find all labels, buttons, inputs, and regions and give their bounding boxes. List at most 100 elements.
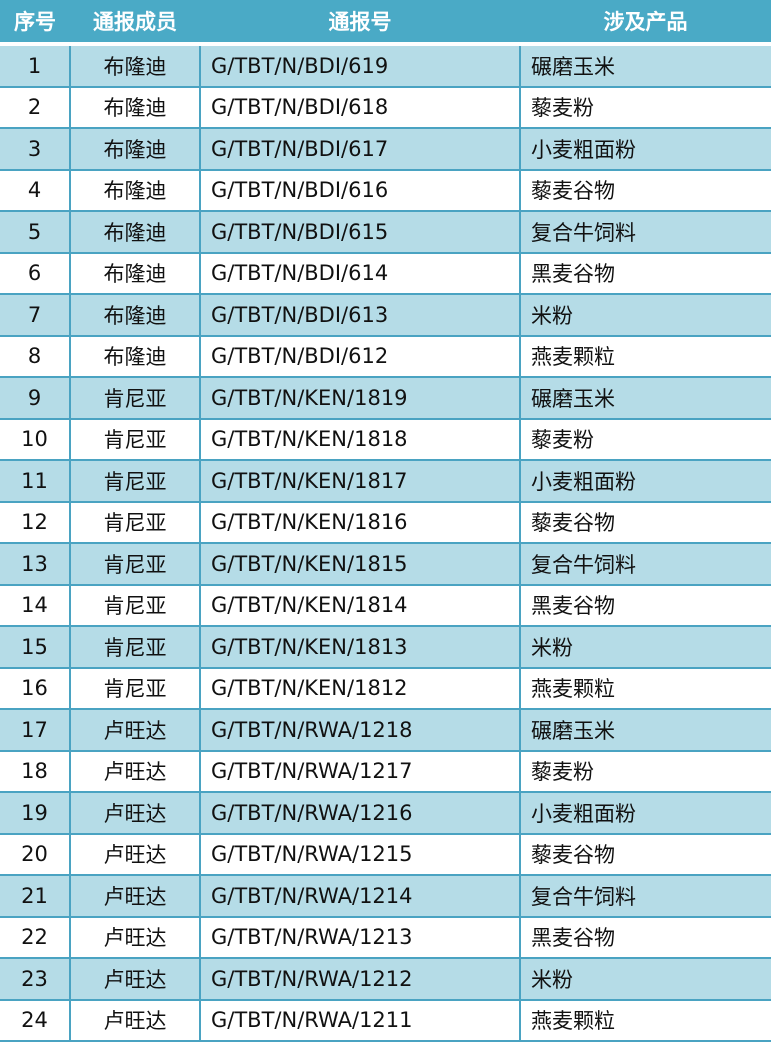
table-row: 2 布隆迪 G/TBT/N/BDI/618 藜麦粉 [0,86,771,129]
index-cell: 17 [0,709,71,752]
member-cell: 卢旺达 [69,999,201,1042]
table-row: 16 肯尼亚 G/TBT/N/KEN/1812 燕麦颗粒 [0,667,771,710]
member-cell: 肯尼亚 [69,418,201,461]
index-cell: 21 [0,875,71,918]
member-cell: 卢旺达 [69,875,201,918]
member-cell: 布隆迪 [69,169,201,212]
product-cell: 复合牛饲料 [519,875,771,918]
index-cell: 6 [0,252,71,295]
member-cell: 肯尼亚 [69,626,201,669]
member-cell: 布隆迪 [69,252,201,295]
notification-number-cell: G/TBT/N/RWA/1214 [199,875,521,918]
header-row: 序号 通报成员 通报号 涉及产品 [0,0,771,46]
table-row: 5 布隆迪 G/TBT/N/BDI/615 复合牛饲料 [0,211,771,254]
index-cell: 13 [0,543,71,586]
notification-number-cell: G/TBT/N/BDI/618 [199,86,521,129]
notification-number-cell: G/TBT/N/RWA/1217 [199,750,521,793]
product-cell: 碾磨玉米 [519,709,771,752]
product-cell: 黑麦谷物 [519,584,771,627]
product-cell: 米粉 [519,626,771,669]
member-cell: 肯尼亚 [69,377,201,420]
index-cell: 14 [0,584,71,627]
index-cell: 2 [0,86,71,129]
notification-number-cell: G/TBT/N/RWA/1213 [199,916,521,959]
product-cell: 米粉 [519,294,771,337]
header-product: 涉及产品 [520,0,771,46]
table-row: 14 肯尼亚 G/TBT/N/KEN/1814 黑麦谷物 [0,584,771,627]
product-cell: 藜麦谷物 [519,501,771,544]
table-row: 9 肯尼亚 G/TBT/N/KEN/1819 碾磨玉米 [0,377,771,420]
notification-number-cell: G/TBT/N/KEN/1815 [199,543,521,586]
index-cell: 23 [0,958,71,1001]
product-cell: 碾磨玉米 [519,44,771,88]
member-cell: 卢旺达 [69,709,201,752]
member-cell: 卢旺达 [69,916,201,959]
table-row: 10 肯尼亚 G/TBT/N/KEN/1818 藜麦粉 [0,418,771,461]
member-cell: 布隆迪 [69,128,201,171]
header-member: 通报成员 [70,0,200,46]
notification-number-cell: G/TBT/N/KEN/1812 [199,667,521,710]
product-cell: 藜麦谷物 [519,169,771,212]
notification-number-cell: G/TBT/N/BDI/615 [199,211,521,254]
member-cell: 布隆迪 [69,86,201,129]
notification-number-cell: G/TBT/N/RWA/1215 [199,833,521,876]
product-cell: 黑麦谷物 [519,252,771,295]
member-cell: 肯尼亚 [69,667,201,710]
notification-number-cell: G/TBT/N/BDI/612 [199,335,521,378]
product-cell: 藜麦粉 [519,750,771,793]
index-cell: 8 [0,335,71,378]
notification-number-cell: G/TBT/N/RWA/1212 [199,958,521,1001]
index-cell: 12 [0,501,71,544]
product-cell: 黑麦谷物 [519,916,771,959]
table-row: 12 肯尼亚 G/TBT/N/KEN/1816 藜麦谷物 [0,501,771,544]
member-cell: 卢旺达 [69,958,201,1001]
member-cell: 卢旺达 [69,750,201,793]
product-cell: 小麦粗面粉 [519,128,771,171]
table-row: 1 布隆迪 G/TBT/N/BDI/619 碾磨玉米 [0,44,771,88]
table-row: 4 布隆迪 G/TBT/N/BDI/616 藜麦谷物 [0,169,771,212]
notification-number-cell: G/TBT/N/KEN/1814 [199,584,521,627]
index-cell: 9 [0,377,71,420]
member-cell: 布隆迪 [69,211,201,254]
table-row: 20 卢旺达 G/TBT/N/RWA/1215 藜麦谷物 [0,833,771,876]
index-cell: 16 [0,667,71,710]
product-cell: 米粉 [519,958,771,1001]
member-cell: 肯尼亚 [69,584,201,627]
table-row: 23 卢旺达 G/TBT/N/RWA/1212 米粉 [0,958,771,1001]
product-cell: 碾磨玉米 [519,377,771,420]
product-cell: 藜麦粉 [519,86,771,129]
product-cell: 燕麦颗粒 [519,999,771,1042]
member-cell: 布隆迪 [69,44,201,88]
header-notification-number: 通报号 [200,0,520,46]
notification-number-cell: G/TBT/N/BDI/617 [199,128,521,171]
table-row: 11 肯尼亚 G/TBT/N/KEN/1817 小麦粗面粉 [0,460,771,503]
notification-number-cell: G/TBT/N/RWA/1211 [199,999,521,1042]
member-cell: 肯尼亚 [69,460,201,503]
member-cell: 肯尼亚 [69,501,201,544]
table-row: 18 卢旺达 G/TBT/N/RWA/1217 藜麦粉 [0,750,771,793]
header-index: 序号 [0,0,70,46]
member-cell: 布隆迪 [69,335,201,378]
product-cell: 复合牛饲料 [519,211,771,254]
product-cell: 小麦粗面粉 [519,460,771,503]
index-cell: 7 [0,294,71,337]
index-cell: 10 [0,418,71,461]
product-cell: 复合牛饲料 [519,543,771,586]
notification-number-cell: G/TBT/N/KEN/1819 [199,377,521,420]
table-row: 21 卢旺达 G/TBT/N/RWA/1214 复合牛饲料 [0,875,771,918]
product-cell: 燕麦颗粒 [519,667,771,710]
notification-number-cell: G/TBT/N/BDI/616 [199,169,521,212]
notification-number-cell: G/TBT/N/KEN/1818 [199,418,521,461]
index-cell: 5 [0,211,71,254]
member-cell: 肯尼亚 [69,543,201,586]
index-cell: 15 [0,626,71,669]
table-row: 8 布隆迪 G/TBT/N/BDI/612 燕麦颗粒 [0,335,771,378]
table-row: 15 肯尼亚 G/TBT/N/KEN/1813 米粉 [0,626,771,669]
table-row: 13 肯尼亚 G/TBT/N/KEN/1815 复合牛饲料 [0,543,771,586]
table-row: 22 卢旺达 G/TBT/N/RWA/1213 黑麦谷物 [0,916,771,959]
notification-number-cell: G/TBT/N/KEN/1816 [199,501,521,544]
index-cell: 18 [0,750,71,793]
index-cell: 24 [0,999,71,1042]
index-cell: 1 [0,44,71,88]
